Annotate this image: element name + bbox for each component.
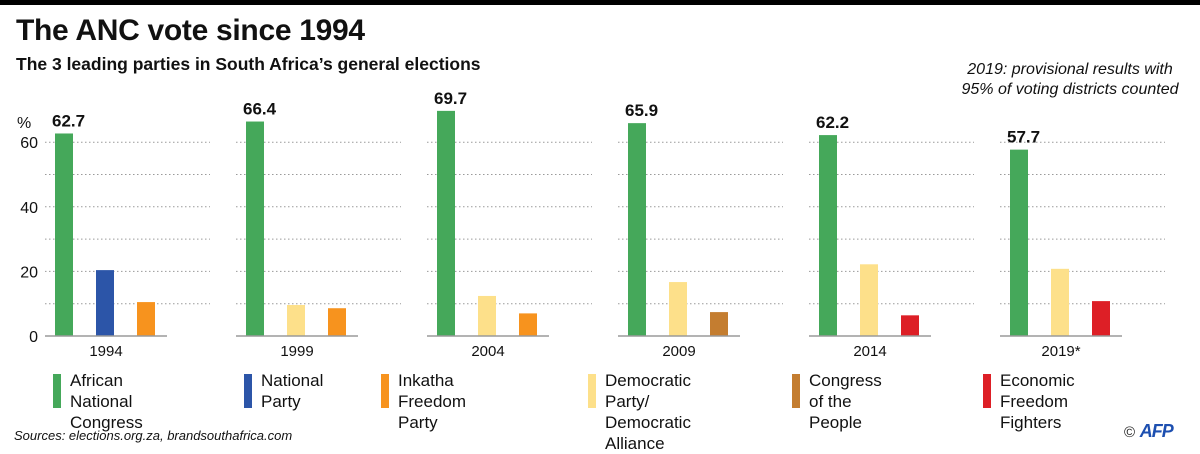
bar-economic-freedom-fighters (1092, 301, 1110, 336)
legend-swatch (381, 374, 389, 408)
credit: © AFP (1124, 421, 1174, 442)
bar-national-party (96, 270, 114, 336)
bar-african-national-congress (246, 121, 264, 336)
year-label: 2004 (471, 343, 504, 360)
bar-democratic-party-democratic-alliance (287, 304, 305, 336)
y-axis-unit: % (17, 115, 31, 132)
bar-democratic-party-democratic-alliance (1051, 268, 1069, 336)
legend-swatch (792, 374, 800, 408)
year-label: 1999 (280, 343, 313, 360)
afp-logo: AFP (1139, 421, 1174, 441)
bar-african-national-congress (628, 123, 646, 336)
y-tick-label: 20 (20, 264, 38, 281)
bar-economic-freedom-fighters (901, 315, 919, 336)
bar-democratic-party-democratic-alliance (860, 264, 878, 336)
data-label: 65.9 (625, 101, 658, 120)
year-label: 2009 (662, 343, 695, 360)
bar-inkatha-freedom-party (519, 313, 537, 336)
bar-congress-of-the-people (710, 312, 728, 336)
legend-label: Democratic Party/ Democratic Alliance (605, 371, 691, 453)
provisional-note: 2019: provisional results with 95% of vo… (961, 61, 1179, 98)
year-label: 2014 (853, 343, 886, 360)
legend-label: Congress of the People (809, 371, 882, 432)
bar-inkatha-freedom-party (137, 302, 155, 336)
bar-democratic-party-democratic-alliance (478, 295, 496, 336)
year-label: 2019* (1041, 343, 1080, 360)
year-label: 1994 (89, 343, 122, 360)
data-label: 62.2 (816, 113, 849, 132)
bar-african-national-congress (1010, 149, 1028, 336)
bar-african-national-congress (437, 110, 455, 336)
top-rule (0, 0, 1200, 5)
data-label: 66.4 (243, 100, 277, 119)
legend-swatch (244, 374, 252, 408)
y-tick-label: 0 (29, 329, 38, 346)
bar-african-national-congress (819, 135, 837, 336)
bar-african-national-congress (55, 133, 73, 336)
data-label: 69.7 (434, 89, 467, 108)
bar-democratic-party-democratic-alliance (669, 282, 687, 336)
legend-swatch (53, 374, 61, 408)
legend-swatch (588, 374, 596, 408)
copyright-symbol: © (1124, 424, 1136, 441)
legend-label: National Party (261, 371, 324, 411)
y-tick-label: 60 (20, 135, 38, 152)
legend-label: Inkatha Freedom Party (398, 371, 467, 432)
data-label: 62.7 (52, 111, 85, 130)
legend-label: African National Congress (70, 371, 143, 432)
legend-label: Economic Freedom Fighters (1000, 371, 1075, 432)
y-tick-label: 40 (20, 200, 38, 217)
source-note: Sources: elections.org.za, brandsouthafr… (14, 428, 293, 443)
data-label: 57.7 (1007, 128, 1040, 147)
legend-swatch (983, 374, 991, 408)
bar-inkatha-freedom-party (328, 308, 346, 336)
chart-title: The ANC vote since 1994 (16, 14, 365, 47)
chart-subtitle: The 3 leading parties in South Africa’s … (16, 54, 481, 74)
